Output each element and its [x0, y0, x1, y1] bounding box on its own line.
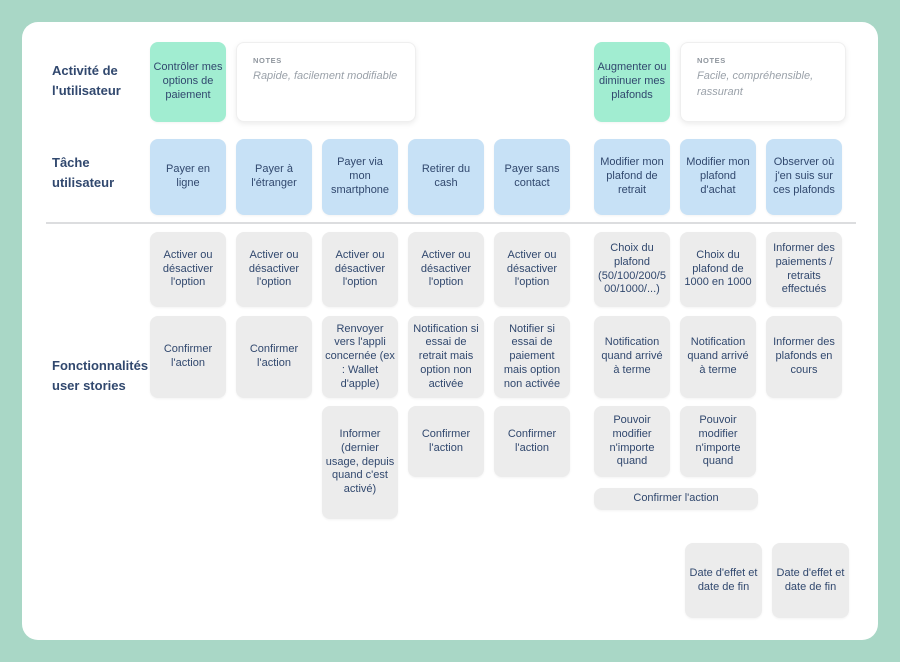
story-card[interactable]: Renvoyer vers l'appli concernée (ex : Wa…	[322, 316, 398, 398]
task-card[interactable]: Payer via mon smartphone	[322, 139, 398, 215]
notes-label: NOTES	[253, 56, 282, 65]
story-card[interactable]: Choix du plafond de 1000 en 1000	[680, 232, 756, 307]
story-card[interactable]: Activer ou désactiver l'option	[494, 232, 570, 307]
row-label-user-activity: Activité de l'utilisateur	[52, 63, 121, 99]
row-separator	[46, 222, 856, 224]
story-card[interactable]: Confirmer l'action	[408, 406, 484, 477]
story-card[interactable]: Notification si essai de retrait mais op…	[408, 316, 484, 398]
story-card-date[interactable]: Date d'effet et date de fin	[685, 543, 762, 618]
notes-text: Rapide, facilement modifiable	[253, 70, 398, 82]
story-card[interactable]: Activer ou désactiver l'option	[322, 232, 398, 307]
task-card[interactable]: Payer en ligne	[150, 139, 226, 215]
activity-card-payment-options[interactable]: Contrôler mes options de paiement	[150, 42, 226, 122]
story-card[interactable]: Informer des paiements / retraits effect…	[766, 232, 842, 307]
story-card[interactable]: Pouvoir modifier n'importe quand	[594, 406, 670, 477]
story-card[interactable]: Confirmer l'action	[236, 316, 312, 398]
task-card[interactable]: Observer où j'en suis sur ces plafonds	[766, 139, 842, 215]
task-card[interactable]: Payer sans contact	[494, 139, 570, 215]
story-card-confirm-wide[interactable]: Confirmer l'action	[594, 488, 758, 510]
story-card[interactable]: Activer ou désactiver l'option	[150, 232, 226, 307]
row-label-user-stories: Fonctionnalités / user stories	[52, 358, 156, 394]
story-card[interactable]: Confirmer l'action	[494, 406, 570, 477]
row-label-user-task: Tâche utilisateur	[52, 155, 115, 191]
story-map-panel: Activité de l'utilisateur Tâche utilisat…	[22, 22, 878, 640]
task-card[interactable]: Modifier mon plafond d'achat	[680, 139, 756, 215]
story-card-date[interactable]: Date d'effet et date de fin	[772, 543, 849, 618]
story-card[interactable]: Activer ou désactiver l'option	[408, 232, 484, 307]
story-card[interactable]: Confirmer l'action	[150, 316, 226, 398]
task-card[interactable]: Modifier mon plafond de retrait	[594, 139, 670, 215]
task-card[interactable]: Payer à l'étranger	[236, 139, 312, 215]
task-card[interactable]: Retirer du cash	[408, 139, 484, 215]
notes-card-2[interactable]: NOTES Facile, compréhensible, rassurant	[680, 42, 846, 122]
notes-card-1[interactable]: NOTES Rapide, facilement modifiable	[236, 42, 416, 122]
activity-card-limits[interactable]: Augmenter ou diminuer mes plafonds	[594, 42, 670, 122]
story-card[interactable]: Activer ou désactiver l'option	[236, 232, 312, 307]
story-card[interactable]: Notification quand arrivé à terme	[680, 316, 756, 398]
story-card[interactable]: Informer (dernier usage, depuis quand c'…	[322, 406, 398, 519]
story-card[interactable]: Informer des plafonds en cours	[766, 316, 842, 398]
story-card[interactable]: Choix du plafond (50/100/200/500/1000/..…	[594, 232, 670, 307]
notes-text: Facile, compréhensible, rassurant	[697, 70, 814, 98]
story-card[interactable]: Notifier si essai de paiement mais optio…	[494, 316, 570, 398]
notes-label: NOTES	[697, 56, 726, 65]
story-card[interactable]: Pouvoir modifier n'importe quand	[680, 406, 756, 477]
story-card[interactable]: Notification quand arrivé à terme	[594, 316, 670, 398]
